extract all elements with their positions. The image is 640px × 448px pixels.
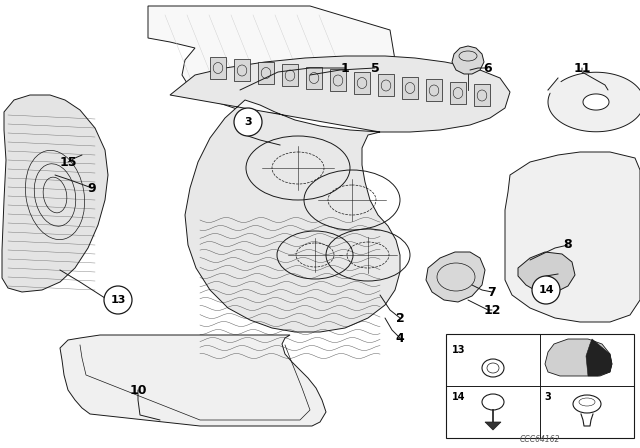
Polygon shape [545, 339, 612, 376]
Text: 4: 4 [396, 332, 404, 345]
Text: 6: 6 [484, 61, 492, 74]
Bar [234, 60, 250, 82]
Bar [426, 79, 442, 102]
Text: 12: 12 [483, 303, 500, 316]
Bar [450, 82, 466, 104]
Polygon shape [148, 6, 395, 115]
Polygon shape [518, 252, 575, 294]
Text: 3: 3 [244, 117, 252, 127]
Circle shape [234, 108, 262, 136]
Text: 13: 13 [110, 295, 125, 305]
Text: 1: 1 [340, 61, 349, 74]
Polygon shape [505, 152, 640, 322]
Text: 14: 14 [452, 392, 465, 402]
Polygon shape [485, 422, 501, 430]
Polygon shape [426, 252, 485, 302]
Text: 2: 2 [396, 311, 404, 324]
Bar [210, 57, 226, 79]
Text: 8: 8 [564, 238, 572, 251]
Circle shape [104, 286, 132, 314]
Text: 7: 7 [488, 285, 497, 298]
Text: 5: 5 [371, 61, 380, 74]
Bar [330, 69, 346, 91]
Polygon shape [2, 95, 108, 292]
Bar [402, 77, 418, 99]
Polygon shape [170, 56, 510, 332]
Bar [474, 85, 490, 107]
Text: 15: 15 [60, 155, 77, 168]
Text: 14: 14 [538, 285, 554, 295]
Text: 3: 3 [544, 392, 551, 402]
Polygon shape [548, 78, 565, 100]
Polygon shape [60, 335, 326, 426]
Text: 11: 11 [573, 61, 591, 74]
Polygon shape [583, 94, 609, 110]
Polygon shape [452, 46, 484, 74]
Bar [446, 334, 634, 438]
Bar [354, 72, 370, 94]
Bar [378, 74, 394, 96]
Circle shape [532, 276, 560, 304]
Text: 13: 13 [452, 345, 465, 355]
Polygon shape [586, 339, 612, 376]
Bar [282, 65, 298, 86]
Text: 10: 10 [129, 383, 147, 396]
Bar [306, 67, 322, 89]
Text: CCC64162: CCC64162 [520, 435, 560, 444]
Bar [258, 62, 274, 84]
Polygon shape [548, 72, 640, 132]
Text: 9: 9 [88, 181, 96, 194]
